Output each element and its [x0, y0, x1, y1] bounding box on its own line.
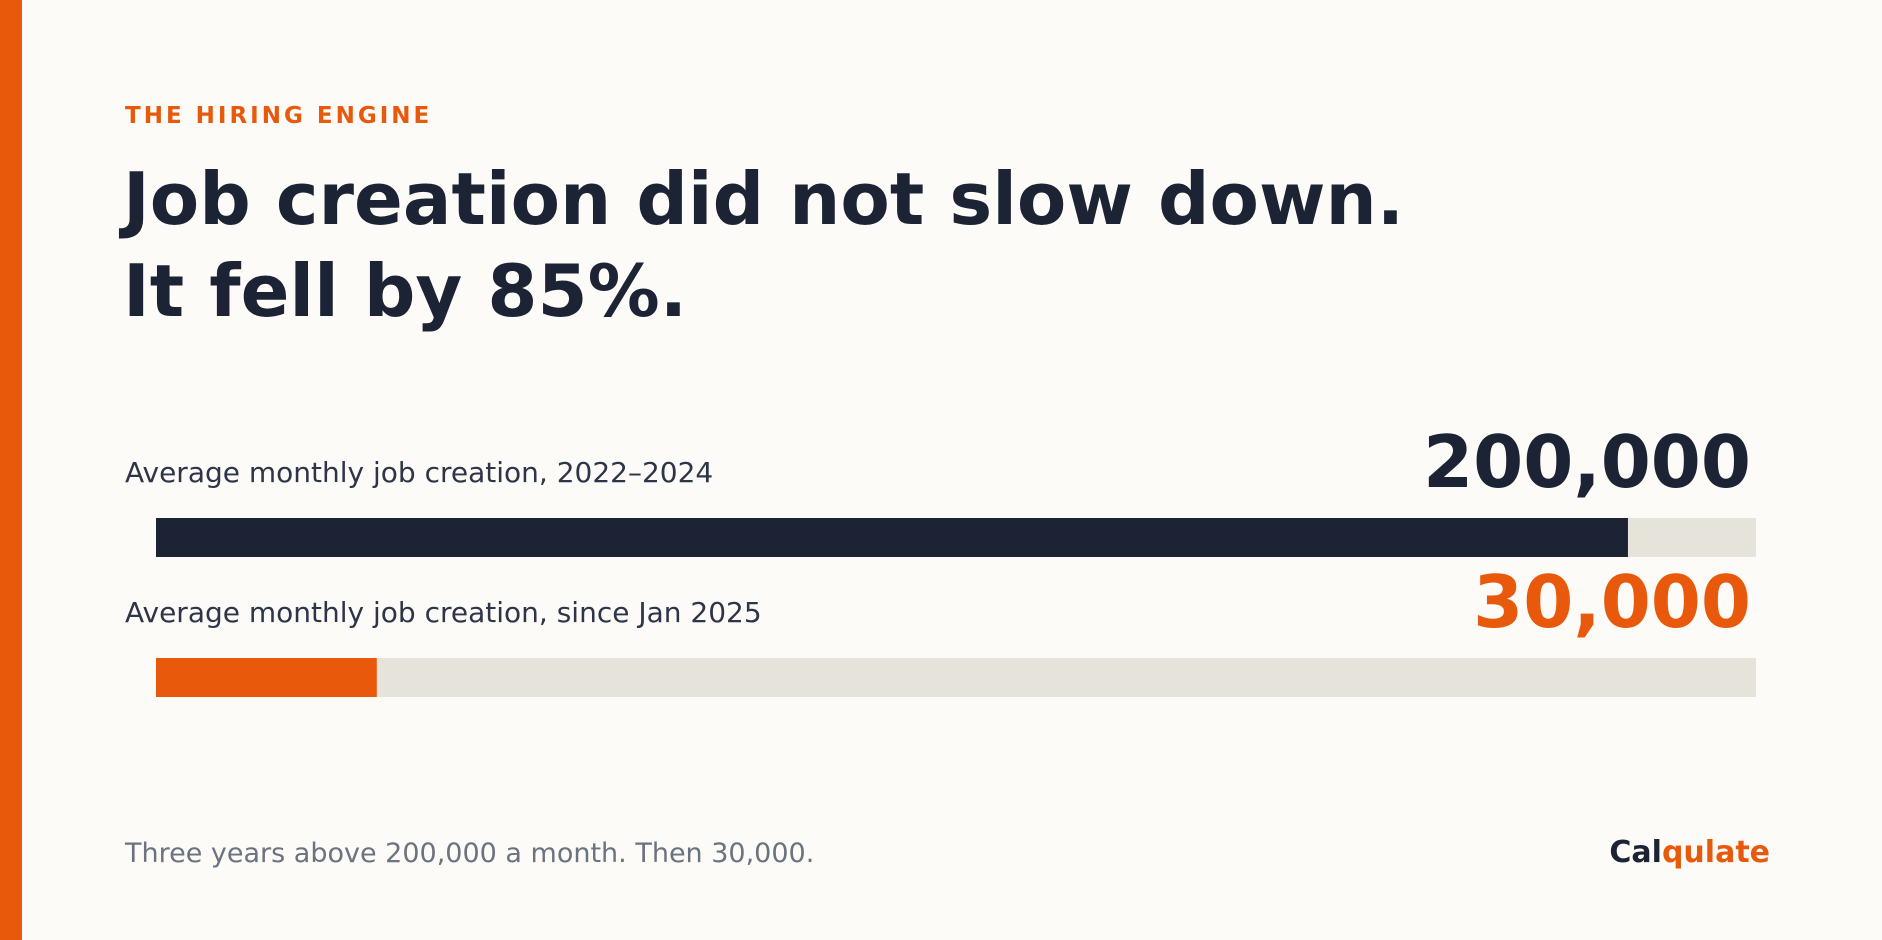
bar	[156, 658, 377, 697]
bar	[156, 518, 1628, 557]
category-label: Average monthly job creation, 2022–2024	[125, 456, 713, 489]
kicker: THE HIRING ENGINE	[125, 103, 432, 129]
brand: Calqulate	[1609, 835, 1770, 870]
accent-stripe	[0, 0, 22, 940]
brand-part: qulate	[1662, 835, 1770, 870]
category-label: Average monthly job creation, since Jan …	[125, 596, 762, 629]
brand-part: Cal	[1609, 835, 1662, 870]
value-label: 200,000	[1423, 420, 1751, 504]
value-label: 30,000	[1473, 560, 1751, 644]
chart-title: Job creation did not slow down.	[118, 157, 1404, 241]
footnote: Three years above 200,000 a month. Then …	[124, 838, 814, 869]
chart-title: It fell by 85%.	[123, 249, 687, 333]
bar-track	[156, 658, 1756, 697]
